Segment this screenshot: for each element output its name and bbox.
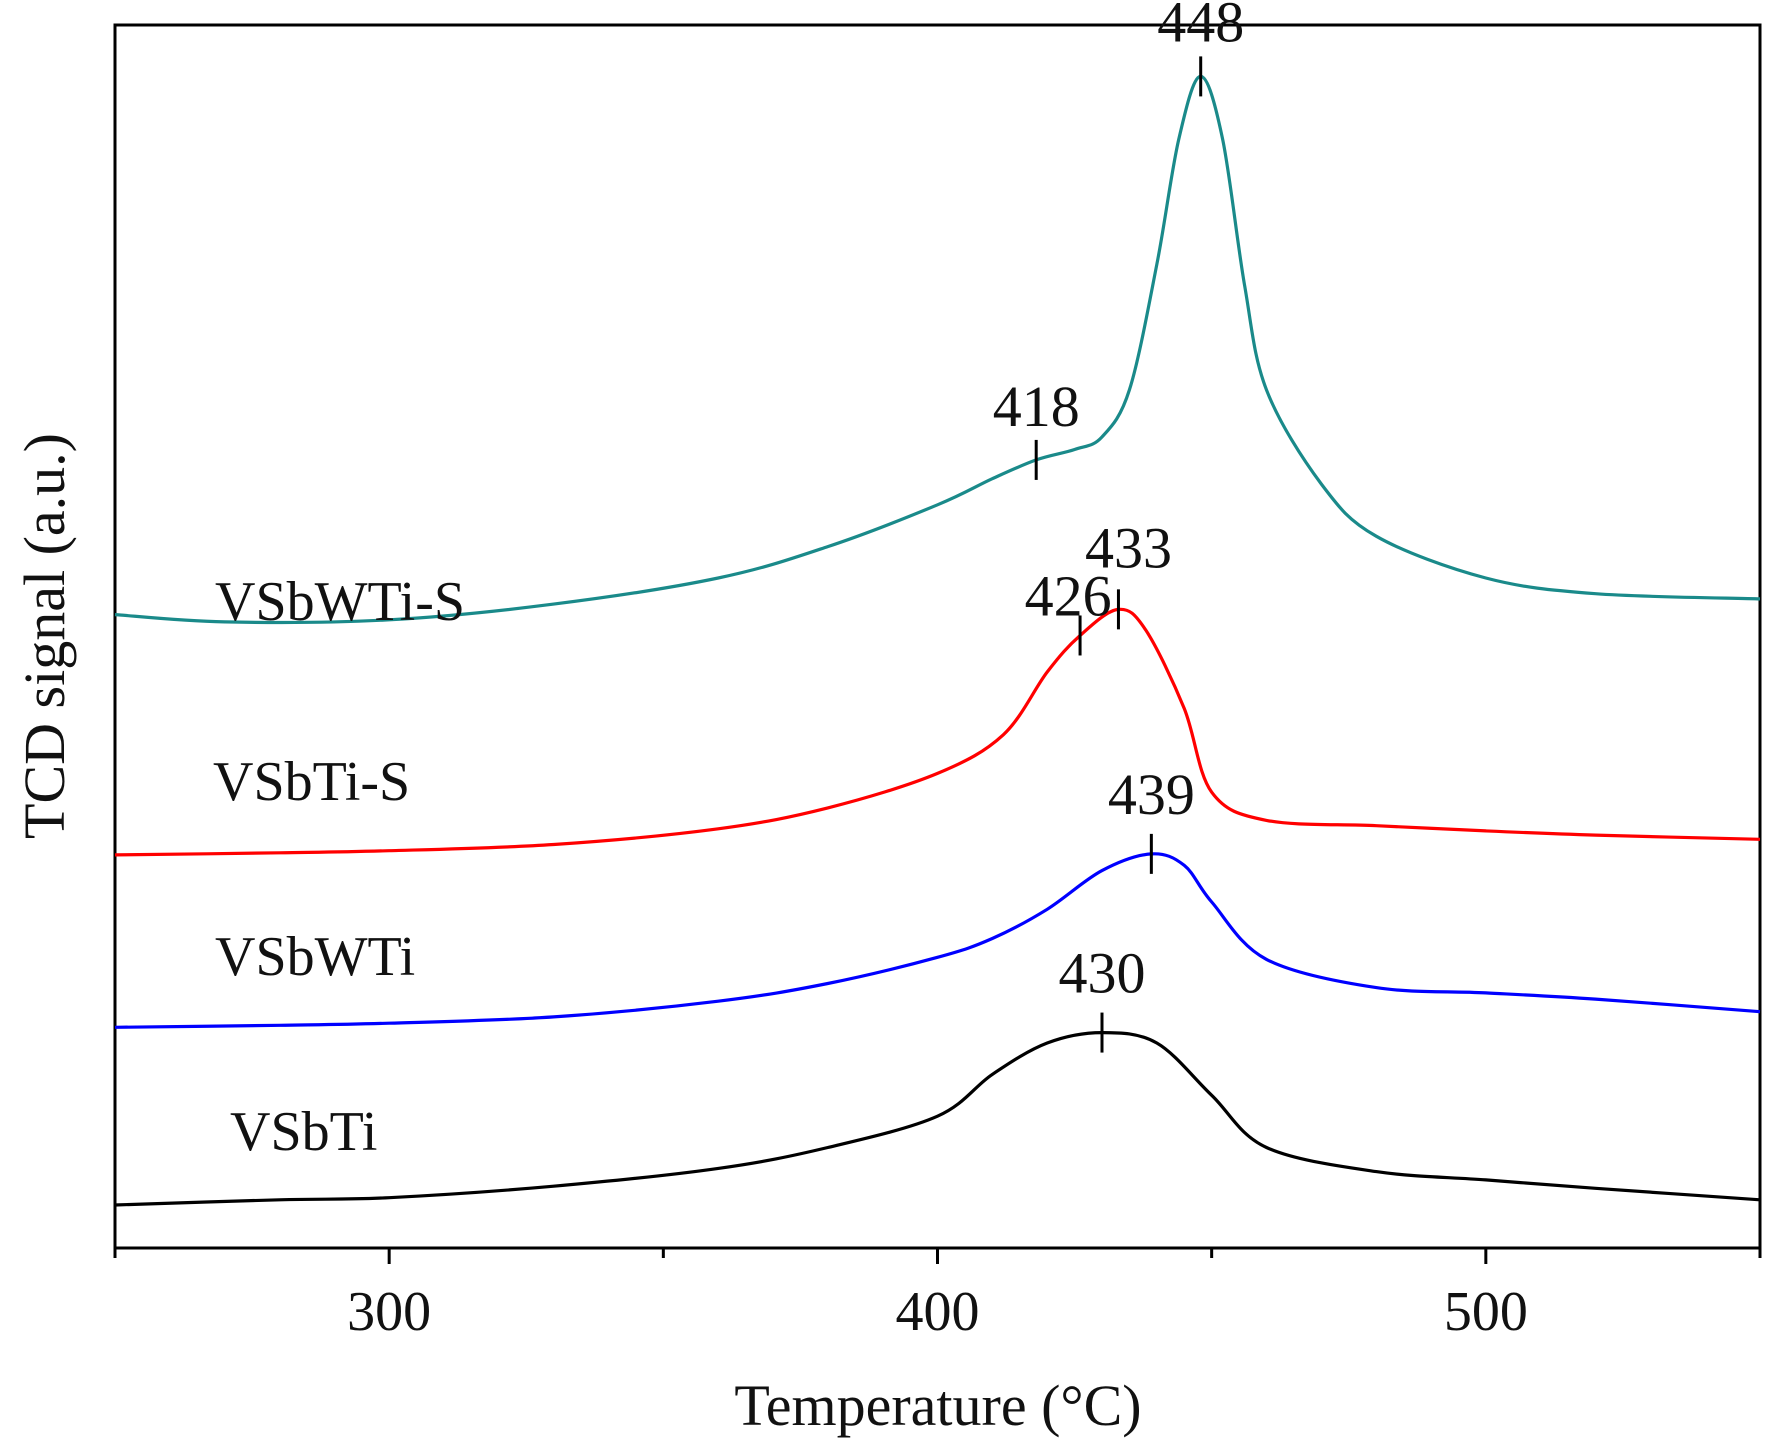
x-tick-label: 500 [1444,1281,1528,1343]
peak-label: 448 [1157,0,1244,54]
x-axis-title: Temperature (°C) [734,1373,1141,1438]
series-layer [114,74,1761,1207]
series-label-vsbwti-s: VSbWTi-S [215,571,465,633]
series-label-vsbwti: VSbWTi [215,926,415,988]
series-line-vsbwti-s [114,74,1761,625]
peak-label: 426 [1025,563,1112,628]
peak-label: 439 [1108,762,1195,827]
x-tick-label: 400 [896,1281,980,1343]
series-line-vsbti-s [114,607,1761,857]
series-label-vsbti: VSbTi [230,1101,377,1163]
peak-label: 433 [1085,515,1172,580]
y-axis-title: TCD signal (a.u.) [12,433,77,839]
peak-label: 430 [1059,941,1146,1006]
peak-label: 418 [993,374,1080,439]
series-label-vsbti-s: VSbTi-S [213,751,410,813]
x-tick-label: 300 [347,1281,431,1343]
x-axis-ticks: 300 400 500 [113,1248,1762,1343]
series-line-vsbti [114,1031,1761,1207]
series-line-vsbwti [114,852,1761,1029]
plot-frame [113,23,1762,1250]
